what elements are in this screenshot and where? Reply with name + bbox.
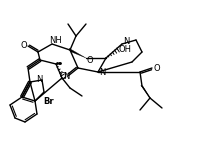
Text: O: O xyxy=(154,64,160,73)
Polygon shape xyxy=(69,48,86,58)
Text: O: O xyxy=(87,55,93,65)
Text: N: N xyxy=(123,37,129,45)
Polygon shape xyxy=(141,85,150,98)
Text: NH: NH xyxy=(49,36,61,44)
Text: OH: OH xyxy=(118,44,131,53)
Text: N: N xyxy=(63,72,69,81)
Text: N: N xyxy=(36,75,42,83)
Text: O: O xyxy=(21,41,27,49)
Text: N: N xyxy=(99,68,105,77)
Text: O: O xyxy=(60,72,66,81)
Text: Br: Br xyxy=(44,97,54,107)
